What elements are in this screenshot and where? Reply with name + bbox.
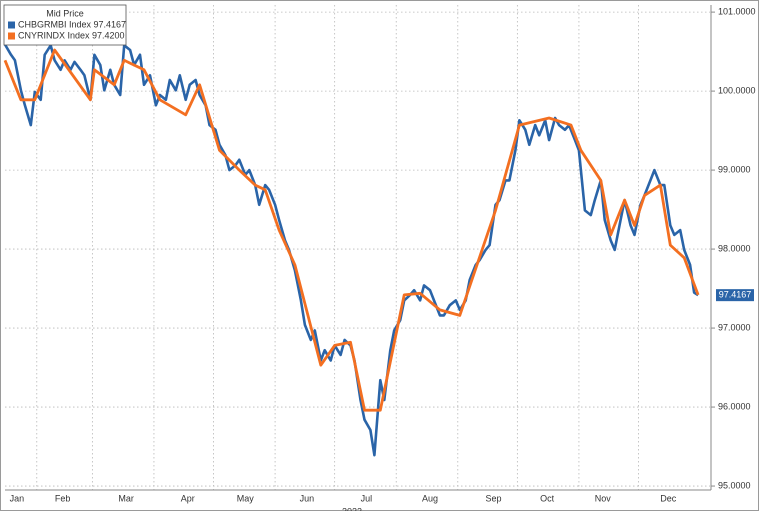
x-tick-label: Oct [540,493,555,503]
x-tick-label: Apr [181,493,195,503]
y-tick-label: 97.0000 [718,322,751,332]
chart-title: Mid Price [46,8,84,18]
x-tick-label: Dec [660,493,677,503]
x-tick-label: Nov [595,493,612,503]
x-tick-label: Jun [300,493,315,503]
y-tick-label: 101.0000 [718,6,756,16]
legend-swatch [8,21,15,29]
last-value-tag [716,289,754,302]
y-tick-label: 98.0000 [718,243,751,253]
x-axis-label: 2022 [342,506,362,511]
legend-label: CNYRINDX Index 97.4200 [18,30,125,40]
grid [5,5,710,490]
x-tick-label: Sep [486,493,502,503]
x-tick-label: Aug [422,493,438,503]
y-tick-label: 95.0000 [718,480,751,490]
x-tick-label: Mar [118,493,134,503]
series-line [3,48,700,412]
y-tick-label: 99.0000 [718,164,751,174]
last-value-label: 97.4167 [719,290,752,300]
legend: Mid Price CHBGRMBI Index 97.4167CNYRINDX… [3,4,127,46]
x-tick-label: May [237,493,255,503]
lines [3,43,700,457]
legend-box [3,4,127,46]
x-tick-label: Feb [55,493,71,503]
legend-swatch [8,32,15,40]
legend-label: CHBGRMBI Index 97.4167 [18,19,126,29]
y-tick-label: 96.0000 [718,401,751,411]
y-tick-label: 100.0000 [718,85,756,95]
x-tick-label: Jan [10,493,25,503]
x-tick-label: Jul [361,493,373,503]
